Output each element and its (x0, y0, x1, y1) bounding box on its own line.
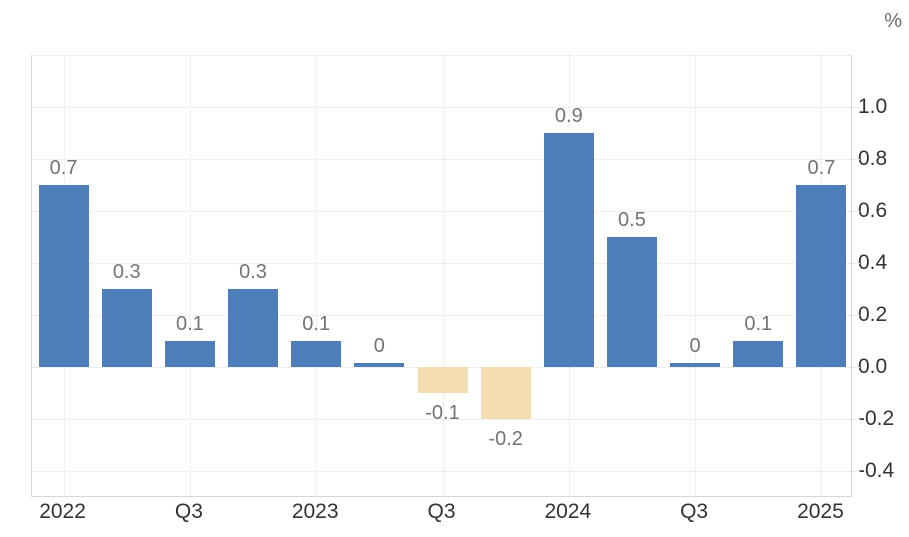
x-axis-tick-label: 2025 (797, 500, 844, 523)
y-axis-tick-label: 0.0 (858, 355, 888, 378)
h-gridline (32, 107, 851, 108)
bar-value-label: -0.2 (488, 428, 523, 450)
bar[interactable] (38, 185, 89, 367)
y-axis-unit-label: % (884, 10, 902, 32)
h-gridline (32, 263, 851, 264)
y-axis-tick-mark (852, 471, 860, 472)
v-gridline (316, 55, 318, 496)
h-gridline (32, 471, 851, 472)
v-gridline (695, 55, 697, 496)
bar-value-label: -0.1 (425, 402, 460, 424)
y-axis-tick-mark (852, 315, 860, 316)
bar[interactable] (228, 289, 279, 367)
plot-area: 0.7 0.3 0.1 0.3 0.1 0 -0.1 -0.2 0.9 0.5 0 0.1 0.7 (31, 55, 852, 497)
y-axis-tick-mark (852, 419, 860, 420)
y-axis-tick-mark (852, 211, 860, 212)
x-axis-tick-label: 2024 (544, 500, 592, 523)
h-gridline (32, 211, 851, 212)
bar[interactable] (164, 341, 215, 367)
bar[interactable] (417, 367, 468, 393)
bar[interactable] (733, 341, 784, 367)
h-gridline (32, 315, 851, 316)
bar-value-label: 0.1 (175, 313, 204, 335)
bar[interactable] (480, 367, 531, 419)
x-axis-tick-label: Q3 (174, 500, 203, 523)
y-axis-tick-label: -0.2 (858, 407, 895, 430)
bar-value-label: 0.1 (744, 313, 773, 335)
bar-value-label: 0 (689, 335, 701, 357)
bar[interactable] (291, 341, 342, 367)
v-gridline (442, 55, 444, 496)
bar[interactable] (354, 363, 405, 367)
bar[interactable] (606, 237, 657, 367)
bar-value-label: 0.3 (112, 261, 141, 283)
h-gridline (32, 55, 851, 56)
x-axis-tick-label: 2023 (291, 500, 339, 523)
x-axis-tick-label: Q3 (680, 500, 709, 523)
h-gridline (32, 419, 851, 420)
bar[interactable] (796, 185, 847, 367)
bar-value-label: 0.5 (618, 209, 646, 231)
bar-value-label: 0.7 (807, 157, 836, 179)
y-axis-tick-label: 0.8 (858, 147, 888, 170)
y-axis-tick-mark (852, 263, 860, 264)
y-axis-tick-label: 0.2 (858, 303, 888, 326)
x-axis-tick-label: Q3 (427, 500, 456, 523)
y-axis-tick-mark (852, 107, 860, 108)
bar-value-label: 0 (373, 335, 385, 357)
h-gridline (32, 159, 851, 160)
y-axis-tick-mark (852, 159, 860, 160)
bar-value-label: 0.3 (239, 261, 267, 283)
v-gridline (189, 55, 191, 496)
bar-value-label: 0.1 (302, 313, 331, 335)
y-axis-tick-label: -0.4 (858, 459, 895, 482)
x-axis-tick-label: 2022 (39, 500, 86, 523)
y-axis-tick-label: 0.6 (858, 199, 888, 222)
bar-value-label: 0.9 (554, 105, 583, 127)
bar-value-label: 0.7 (49, 157, 78, 179)
y-axis-tick-label: 0.4 (858, 251, 888, 274)
bar[interactable] (543, 133, 594, 367)
bar[interactable] (670, 363, 721, 367)
y-axis-tick-label: 1.0 (858, 95, 888, 118)
y-axis-tick-mark (852, 367, 860, 368)
bar[interactable] (101, 289, 152, 367)
